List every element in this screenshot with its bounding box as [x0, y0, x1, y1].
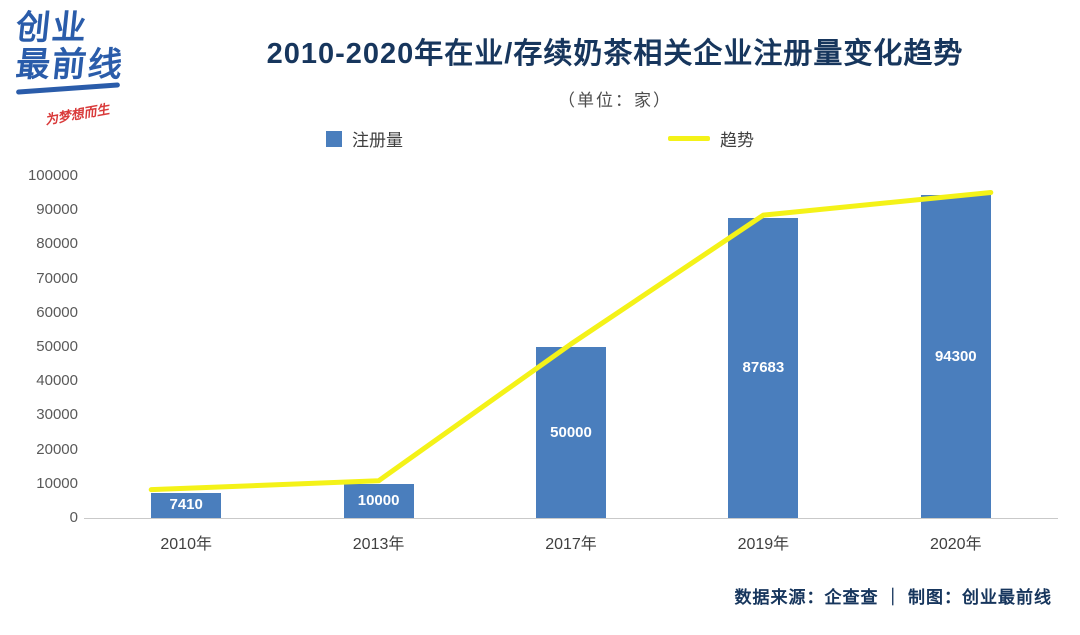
y-axis-tick-label: 80000 — [36, 235, 78, 253]
legend-trend-label: 趋势 — [720, 131, 754, 150]
x-axis-line — [84, 518, 1058, 519]
source-credit: 数据来源：企查查 ｜ 制图：创业最前线 — [734, 588, 1052, 607]
y-axis-tick-label: 0 — [69, 509, 78, 526]
chart-subtitle-unit: （单位：家） — [558, 91, 672, 110]
y-axis-tick-label: 30000 — [36, 406, 78, 424]
y-axis-tick-label: 20000 — [36, 440, 78, 458]
x-axis-category-label: 2020年 — [929, 536, 982, 553]
x-axis-category-label: 2017年 — [545, 536, 597, 553]
y-axis-tick-label: 70000 — [36, 269, 78, 287]
y-axis-tick-label: 90000 — [36, 201, 78, 219]
y-axis-tick-label: 50000 — [36, 338, 78, 355]
bar-value-label: 87683 — [742, 359, 785, 377]
legend-bar-label: 注册量 — [352, 131, 403, 150]
logo-tagline: 为梦想而生 — [43, 101, 111, 128]
legend-bar-swatch — [326, 130, 342, 147]
chart-title: 2010-2020年在业/存续奶茶相关企业注册量变化趋势 — [266, 38, 964, 70]
y-axis-tick-label: 40000 — [36, 372, 78, 390]
brand-logo: 创业 最前线 为梦想而生 — [14, 9, 166, 128]
bar — [151, 492, 222, 518]
x-axis-category-label: 2019年 — [737, 536, 790, 553]
bar-value-label: 7410 — [169, 496, 203, 514]
bar-chart-plot-area: 0 10000 20000 30000 40000 50000 60000 70000 8000… — [20, 160, 1060, 560]
y-axis-tick-label: 100000 — [27, 167, 78, 184]
x-axis-category-label: 2010年 — [160, 536, 212, 553]
x-axis-category-label: 2013年 — [352, 536, 405, 553]
y-axis-tick-label: 60000 — [36, 303, 78, 321]
legend-item-bars: 注册量 — [326, 126, 403, 151]
legend-item-trend: 趋势 — [668, 126, 754, 151]
bar-value-label: 50000 — [550, 423, 592, 441]
chart-legend: 注册量 趋势 — [0, 126, 1080, 151]
y-axis-tick-label: 10000 — [36, 474, 78, 492]
logo-line2: 最前线 — [14, 45, 127, 84]
logo-line1: 创业 — [14, 9, 91, 47]
bar-value-label: 10000 — [357, 491, 400, 509]
logo-underline-stroke — [15, 82, 121, 96]
bar-value-label: 94300 — [934, 347, 977, 365]
legend-trend-swatch — [668, 136, 710, 141]
